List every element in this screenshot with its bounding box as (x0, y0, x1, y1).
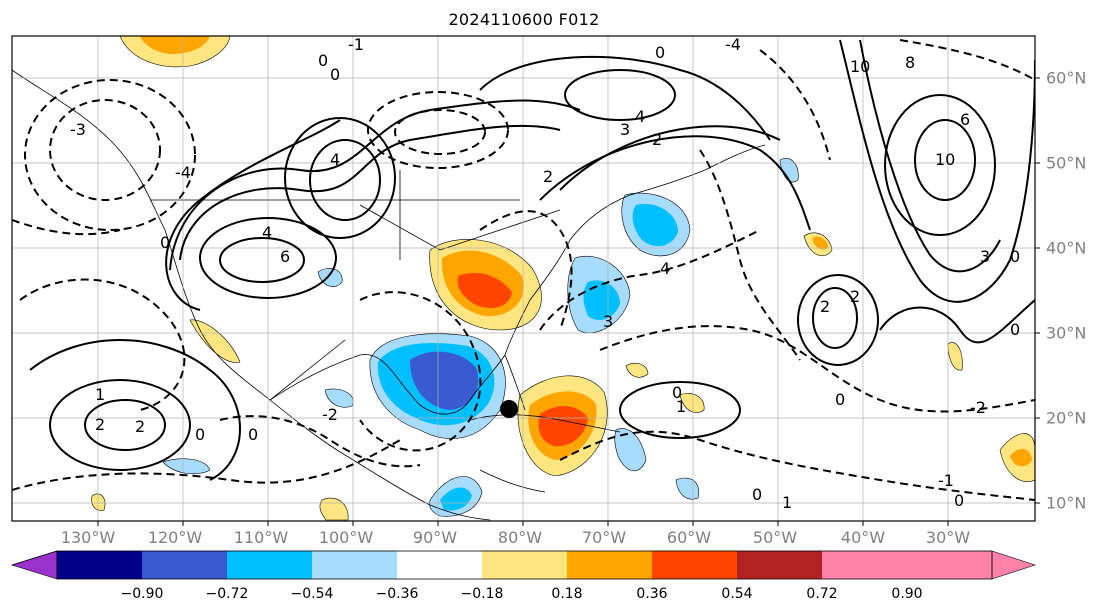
negative-contours (12, 39, 1035, 501)
colorbar-segment (57, 551, 142, 579)
colorbar-tick: 0.18 (551, 586, 583, 602)
latitude-label: 60°N (1046, 68, 1087, 88)
contour-label: -4 (175, 163, 191, 182)
contour-label: 0 (954, 491, 964, 510)
map-title: 2024110600 F012 (448, 10, 600, 29)
contour-label: 0 (1010, 247, 1020, 266)
contour-label: 0 (195, 425, 205, 444)
latitude-label: 30°N (1046, 323, 1087, 343)
longitude-label: 30°W (925, 528, 971, 547)
contour-label: 10 (935, 150, 955, 169)
colorbar (10, 550, 1036, 580)
colorbar-segment (227, 551, 312, 579)
contour-label: 8 (905, 53, 915, 72)
location-marker (500, 400, 518, 418)
contour-label: 4 (660, 259, 670, 278)
contour-label: 0 (318, 51, 328, 70)
contour-label: 3 (603, 312, 613, 331)
longitude-label: 110°W (233, 528, 289, 547)
contour-label: 3 (980, 247, 990, 266)
weather-map: -1 0 0 6 4 4 3 4 2 0 -4 10 8 6 10 3 2 2 … (11, 35, 1040, 526)
contour-label: 0 (248, 425, 258, 444)
colorbar-segment (991, 550, 1036, 580)
colorbar-tick: 0.90 (891, 586, 923, 602)
anomaly-shading (91, 36, 1035, 521)
colorbar-segment (737, 551, 822, 579)
colorbar-segment (567, 551, 652, 579)
contour-label: 3 (620, 120, 630, 139)
colorbar-tick: 0.54 (721, 586, 753, 602)
latitude-label: 40°N (1046, 238, 1087, 258)
graticule (12, 36, 1035, 521)
colorbar-segment (397, 551, 482, 579)
contour-label: 2 (652, 130, 662, 149)
latitude-label: 50°N (1046, 153, 1087, 173)
latitude-label: 20°N (1046, 408, 1087, 428)
colorbar-segment (482, 551, 567, 579)
colorbar-segment (142, 551, 227, 579)
colorbar-tick: −0.36 (375, 586, 419, 602)
colorbar-segment (312, 551, 397, 579)
colorbar-tick: −0.54 (290, 586, 334, 602)
contour-label: 2 (820, 297, 830, 316)
contour-label: -3 (70, 120, 86, 139)
contour-label: 4 (262, 223, 272, 242)
contour-label: 2 (850, 287, 860, 306)
colorbar-segment (10, 550, 58, 580)
contour-label: 6 (280, 247, 290, 266)
longitude-label: 40°W (840, 528, 886, 547)
contour-label: 1 (782, 493, 792, 512)
contour-label: 0 (835, 390, 845, 409)
contour-label: 1 (676, 397, 686, 416)
longitude-label: 90°W (412, 528, 458, 547)
contour-label: 0 (160, 233, 170, 252)
contour-label: -1 (938, 471, 954, 490)
longitude-label: 80°W (497, 528, 543, 547)
colorbar-tick: −0.90 (120, 586, 164, 602)
contour-label: 6 (960, 110, 970, 129)
longitude-label: 60°W (666, 528, 712, 547)
contour-label: -2 (322, 405, 338, 424)
contour-labels: -1 0 0 6 4 4 3 4 2 0 -4 10 8 6 10 3 2 2 … (70, 35, 1020, 512)
colorbar-segment (907, 551, 992, 579)
latitude-label: 10°N (1046, 493, 1087, 513)
colorbar-tick: 0.36 (636, 586, 668, 602)
colorbar-tick: −0.18 (460, 586, 504, 602)
longitude-label: 50°W (752, 528, 798, 547)
contour-label: 0 (1010, 320, 1020, 339)
contour-label: -2 (970, 398, 986, 417)
contour-label: 0 (752, 485, 762, 504)
colorbar-tick: −0.72 (205, 586, 249, 602)
contour-label: 1 (95, 385, 105, 404)
contour-label: 0 (655, 43, 665, 62)
contour-label: 4 (330, 150, 340, 169)
contour-label: 0 (672, 383, 682, 402)
longitude-label: 70°W (581, 528, 627, 547)
contour-label: 10 (850, 57, 870, 76)
positive-contours (29, 39, 1035, 481)
colorbar-segment (652, 551, 737, 579)
contour-label: 2 (543, 167, 553, 186)
contour-label: 0 (330, 65, 340, 84)
contour-label: -4 (725, 35, 741, 54)
longitude-label: 120°W (147, 528, 203, 547)
colorbar-segment (822, 551, 907, 579)
longitude-label: 130°W (60, 528, 116, 547)
contour-label: 2 (95, 415, 105, 434)
longitude-label: 100°W (318, 528, 374, 547)
contour-label: 4 (635, 107, 645, 126)
contour-label: -1 (348, 35, 364, 54)
contour-label: 2 (135, 417, 145, 436)
colorbar-tick: 0.72 (806, 586, 838, 602)
